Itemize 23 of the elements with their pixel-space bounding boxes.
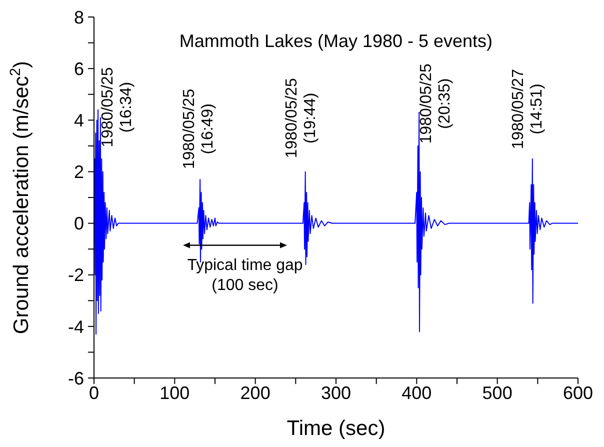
annotation: 1980/05/25 (16:49) [180, 88, 216, 169]
annotation: 1980/05/25 (20:35) [418, 64, 454, 144]
y-tick-label: 4 [74, 110, 84, 131]
text: Mammoth Lakes (May 1980 - 5 events) [179, 31, 493, 51]
x-axis-title: Time (sec) [286, 417, 386, 440]
y-tick-label: -2 [68, 265, 84, 286]
x-tick-label: 200 [240, 382, 270, 403]
annotation: 1980/05/27 (14:51) [510, 68, 546, 150]
y-tick-label: 6 [74, 58, 84, 79]
x-tick-label: 0 [88, 382, 100, 403]
annotation: 1980/05/25 (19:44) [284, 78, 319, 158]
y-tick-label: 8 [74, 7, 84, 28]
y-tick-label: -4 [68, 316, 84, 337]
annotation: Typical time gap (100 sec) [187, 256, 303, 294]
y-tick-label: 2 [74, 162, 84, 182]
x-tick-label: 100 [160, 382, 190, 403]
y-tick-label: 0 [74, 214, 84, 234]
x-tick-label: 500 [482, 382, 512, 403]
x-tick-label: 300 [320, 382, 352, 403]
x-tick-label: 600 [562, 382, 594, 403]
y-tick-label: -6 [68, 368, 84, 388]
annotation: 1980/05/25 (16:34) [100, 67, 136, 148]
x-tick-label: 400 [402, 382, 432, 403]
